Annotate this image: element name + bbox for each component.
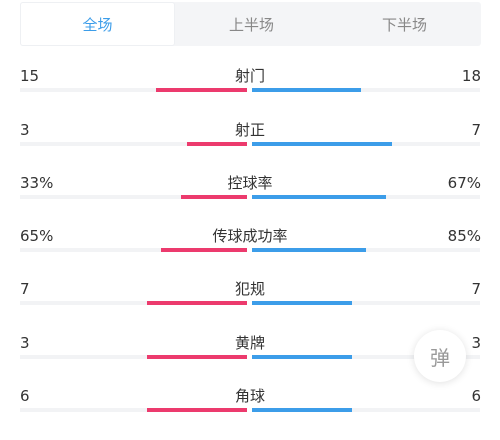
home-value: 65% xyxy=(20,227,54,245)
away-value: 6 xyxy=(471,387,481,405)
home-bar xyxy=(147,408,247,412)
home-bar-track xyxy=(20,248,247,252)
home-value: 15 xyxy=(20,67,40,85)
home-bar-track xyxy=(20,142,247,146)
away-bar-track xyxy=(252,355,480,359)
away-value: 18 xyxy=(461,67,481,85)
home-bar-track xyxy=(20,355,247,359)
home-bar xyxy=(156,88,247,92)
home-bar-track xyxy=(20,408,247,412)
away-bar xyxy=(252,195,386,199)
away-bar xyxy=(252,142,392,146)
stat-label: 角球 xyxy=(234,387,265,405)
away-bar-track xyxy=(252,142,480,146)
home-bar xyxy=(147,301,247,305)
stat-row-corners: 6 角球 6 xyxy=(0,384,500,424)
away-bar xyxy=(252,301,352,305)
stat-row-shots-on-target: 3 射正 7 xyxy=(0,118,500,158)
stat-row-fouls: 7 犯规 7 xyxy=(0,277,500,317)
away-value: 85% xyxy=(447,227,481,245)
away-bar-track xyxy=(252,408,480,412)
away-bar-track xyxy=(252,88,480,92)
stat-row-shots: 15 射门 18 xyxy=(0,64,500,104)
stat-row-pass-accuracy: 65% 传球成功率 85% xyxy=(0,224,500,264)
home-bar xyxy=(187,142,247,146)
away-bar-track xyxy=(252,248,480,252)
away-value: 7 xyxy=(471,280,481,298)
stat-label: 黄牌 xyxy=(234,334,265,352)
tab-first-half[interactable]: 上半场 xyxy=(228,15,274,34)
away-bar xyxy=(252,408,352,412)
home-value: 3 xyxy=(20,334,30,352)
stat-label: 犯规 xyxy=(234,280,265,298)
home-value: 33% xyxy=(20,174,54,192)
away-bar-track xyxy=(252,301,480,305)
tab-second-half[interactable]: 下半场 xyxy=(381,15,427,34)
period-tabs: 全场 上半场 下半场 xyxy=(20,2,481,46)
away-bar xyxy=(252,355,352,359)
away-value: 7 xyxy=(471,121,481,139)
away-value: 67% xyxy=(447,174,481,192)
danmaku-button[interactable]: 弹 xyxy=(414,330,466,382)
home-bar xyxy=(147,355,247,359)
home-bar xyxy=(161,248,247,252)
home-value: 6 xyxy=(20,387,30,405)
home-bar-track xyxy=(20,88,247,92)
tab-full-match[interactable]: 全场 xyxy=(20,2,175,46)
away-bar xyxy=(252,88,361,92)
home-bar xyxy=(181,195,247,199)
home-value: 7 xyxy=(20,280,30,298)
stat-label: 控球率 xyxy=(227,174,273,192)
home-bar-track xyxy=(20,195,247,199)
away-bar-track xyxy=(252,195,480,199)
home-bar-track xyxy=(20,301,247,305)
stat-label: 射正 xyxy=(234,121,265,139)
away-bar xyxy=(252,248,366,252)
stat-label: 传球成功率 xyxy=(212,227,288,245)
stat-label: 射门 xyxy=(234,67,265,85)
away-value: 3 xyxy=(471,334,481,352)
stat-row-yellow-cards: 3 黄牌 3 xyxy=(0,331,500,371)
home-value: 3 xyxy=(20,121,30,139)
stat-row-possession: 33% 控球率 67% xyxy=(0,171,500,211)
